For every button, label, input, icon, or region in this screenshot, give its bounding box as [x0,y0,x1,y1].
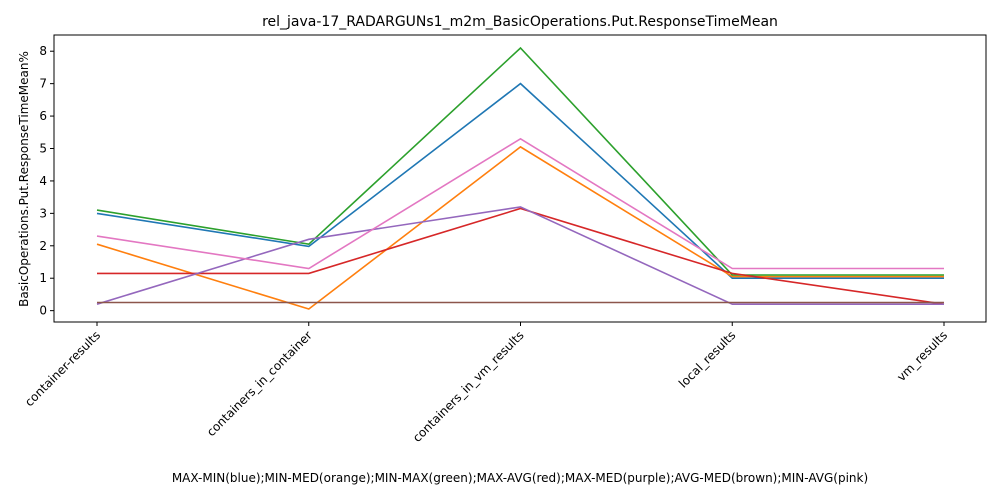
x-tick-label: container-results [22,328,103,409]
y-tick-label: 8 [39,44,47,58]
series-line-1 [96,145,944,310]
series-line-2 [96,46,944,276]
y-tick-label: 5 [39,142,47,156]
x-tick-label: containers_in_container [204,328,315,439]
series-line-4 [96,206,944,306]
y-tick-label: 3 [39,206,47,220]
y-axis-label: BasicOperations.Put.ResponseTimeMean% [17,51,31,307]
y-tick-label: 6 [39,109,47,123]
series-line-6 [96,137,944,270]
y-tick-label: 2 [39,239,47,253]
y-tick-label: 4 [39,174,47,188]
x-axis-label: MAX-MIN(blue);MIN-MED(orange);MIN-MAX(gr… [172,471,868,485]
x-tick-label: vm_results [894,328,950,384]
chart-title: rel_java-17_RADARGUNs1_m2m_BasicOperatio… [262,14,778,30]
series-line-3 [97,207,945,305]
x-tick-label: local_results [676,328,738,390]
x-tick-label: containers_in_vm_results [410,328,527,445]
plot-area: 0 1 2 3 4 5 6 7 8 container-results containers_in_… [22,34,987,445]
y-tick-label: 1 [39,271,47,285]
y-tick-label: 7 [39,77,47,91]
series-line-0 [96,82,944,280]
y-tick-label: 0 [39,304,47,318]
